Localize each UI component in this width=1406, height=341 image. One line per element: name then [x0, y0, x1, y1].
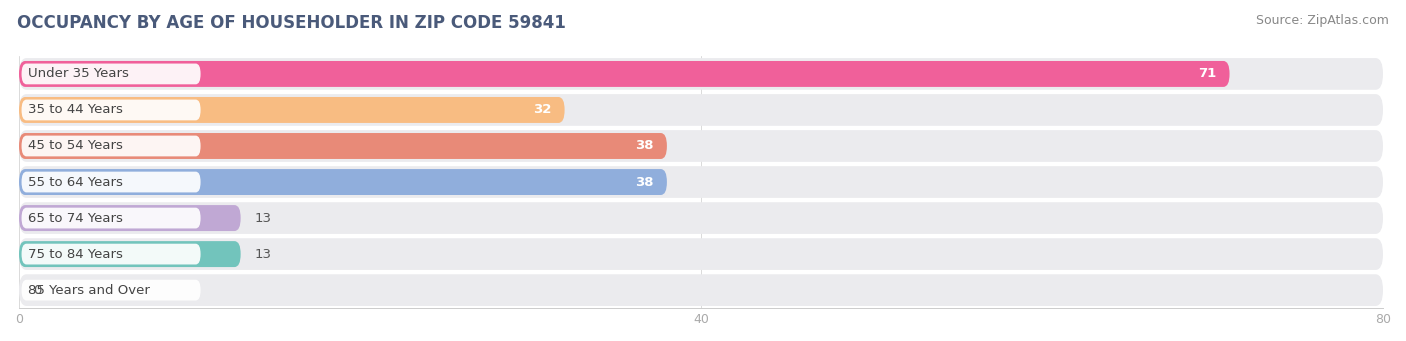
- Text: Under 35 Years: Under 35 Years: [28, 68, 129, 80]
- FancyBboxPatch shape: [21, 208, 201, 228]
- FancyBboxPatch shape: [20, 94, 1384, 126]
- Text: 35 to 44 Years: 35 to 44 Years: [28, 103, 124, 117]
- FancyBboxPatch shape: [20, 130, 1384, 162]
- FancyBboxPatch shape: [21, 172, 201, 192]
- FancyBboxPatch shape: [20, 61, 1230, 87]
- FancyBboxPatch shape: [20, 97, 565, 123]
- Text: OCCUPANCY BY AGE OF HOUSEHOLDER IN ZIP CODE 59841: OCCUPANCY BY AGE OF HOUSEHOLDER IN ZIP C…: [17, 14, 565, 32]
- Text: 13: 13: [254, 248, 271, 261]
- FancyBboxPatch shape: [21, 136, 201, 157]
- FancyBboxPatch shape: [20, 241, 240, 267]
- Text: 45 to 54 Years: 45 to 54 Years: [28, 139, 124, 152]
- FancyBboxPatch shape: [21, 280, 201, 300]
- Text: 0: 0: [32, 284, 41, 297]
- Text: Source: ZipAtlas.com: Source: ZipAtlas.com: [1256, 14, 1389, 27]
- FancyBboxPatch shape: [20, 166, 1384, 198]
- Text: 65 to 74 Years: 65 to 74 Years: [28, 211, 124, 225]
- FancyBboxPatch shape: [21, 63, 201, 84]
- FancyBboxPatch shape: [20, 58, 1384, 90]
- FancyBboxPatch shape: [20, 238, 1384, 270]
- Text: 38: 38: [634, 176, 654, 189]
- Text: 32: 32: [533, 103, 551, 117]
- FancyBboxPatch shape: [21, 100, 201, 120]
- Text: 38: 38: [634, 139, 654, 152]
- FancyBboxPatch shape: [20, 202, 1384, 234]
- Text: 75 to 84 Years: 75 to 84 Years: [28, 248, 124, 261]
- Text: 85 Years and Over: 85 Years and Over: [28, 284, 150, 297]
- Text: 13: 13: [254, 211, 271, 225]
- FancyBboxPatch shape: [20, 205, 240, 231]
- FancyBboxPatch shape: [20, 169, 666, 195]
- FancyBboxPatch shape: [21, 244, 201, 265]
- Text: 55 to 64 Years: 55 to 64 Years: [28, 176, 124, 189]
- FancyBboxPatch shape: [20, 274, 1384, 306]
- FancyBboxPatch shape: [20, 133, 666, 159]
- Text: 71: 71: [1198, 68, 1216, 80]
